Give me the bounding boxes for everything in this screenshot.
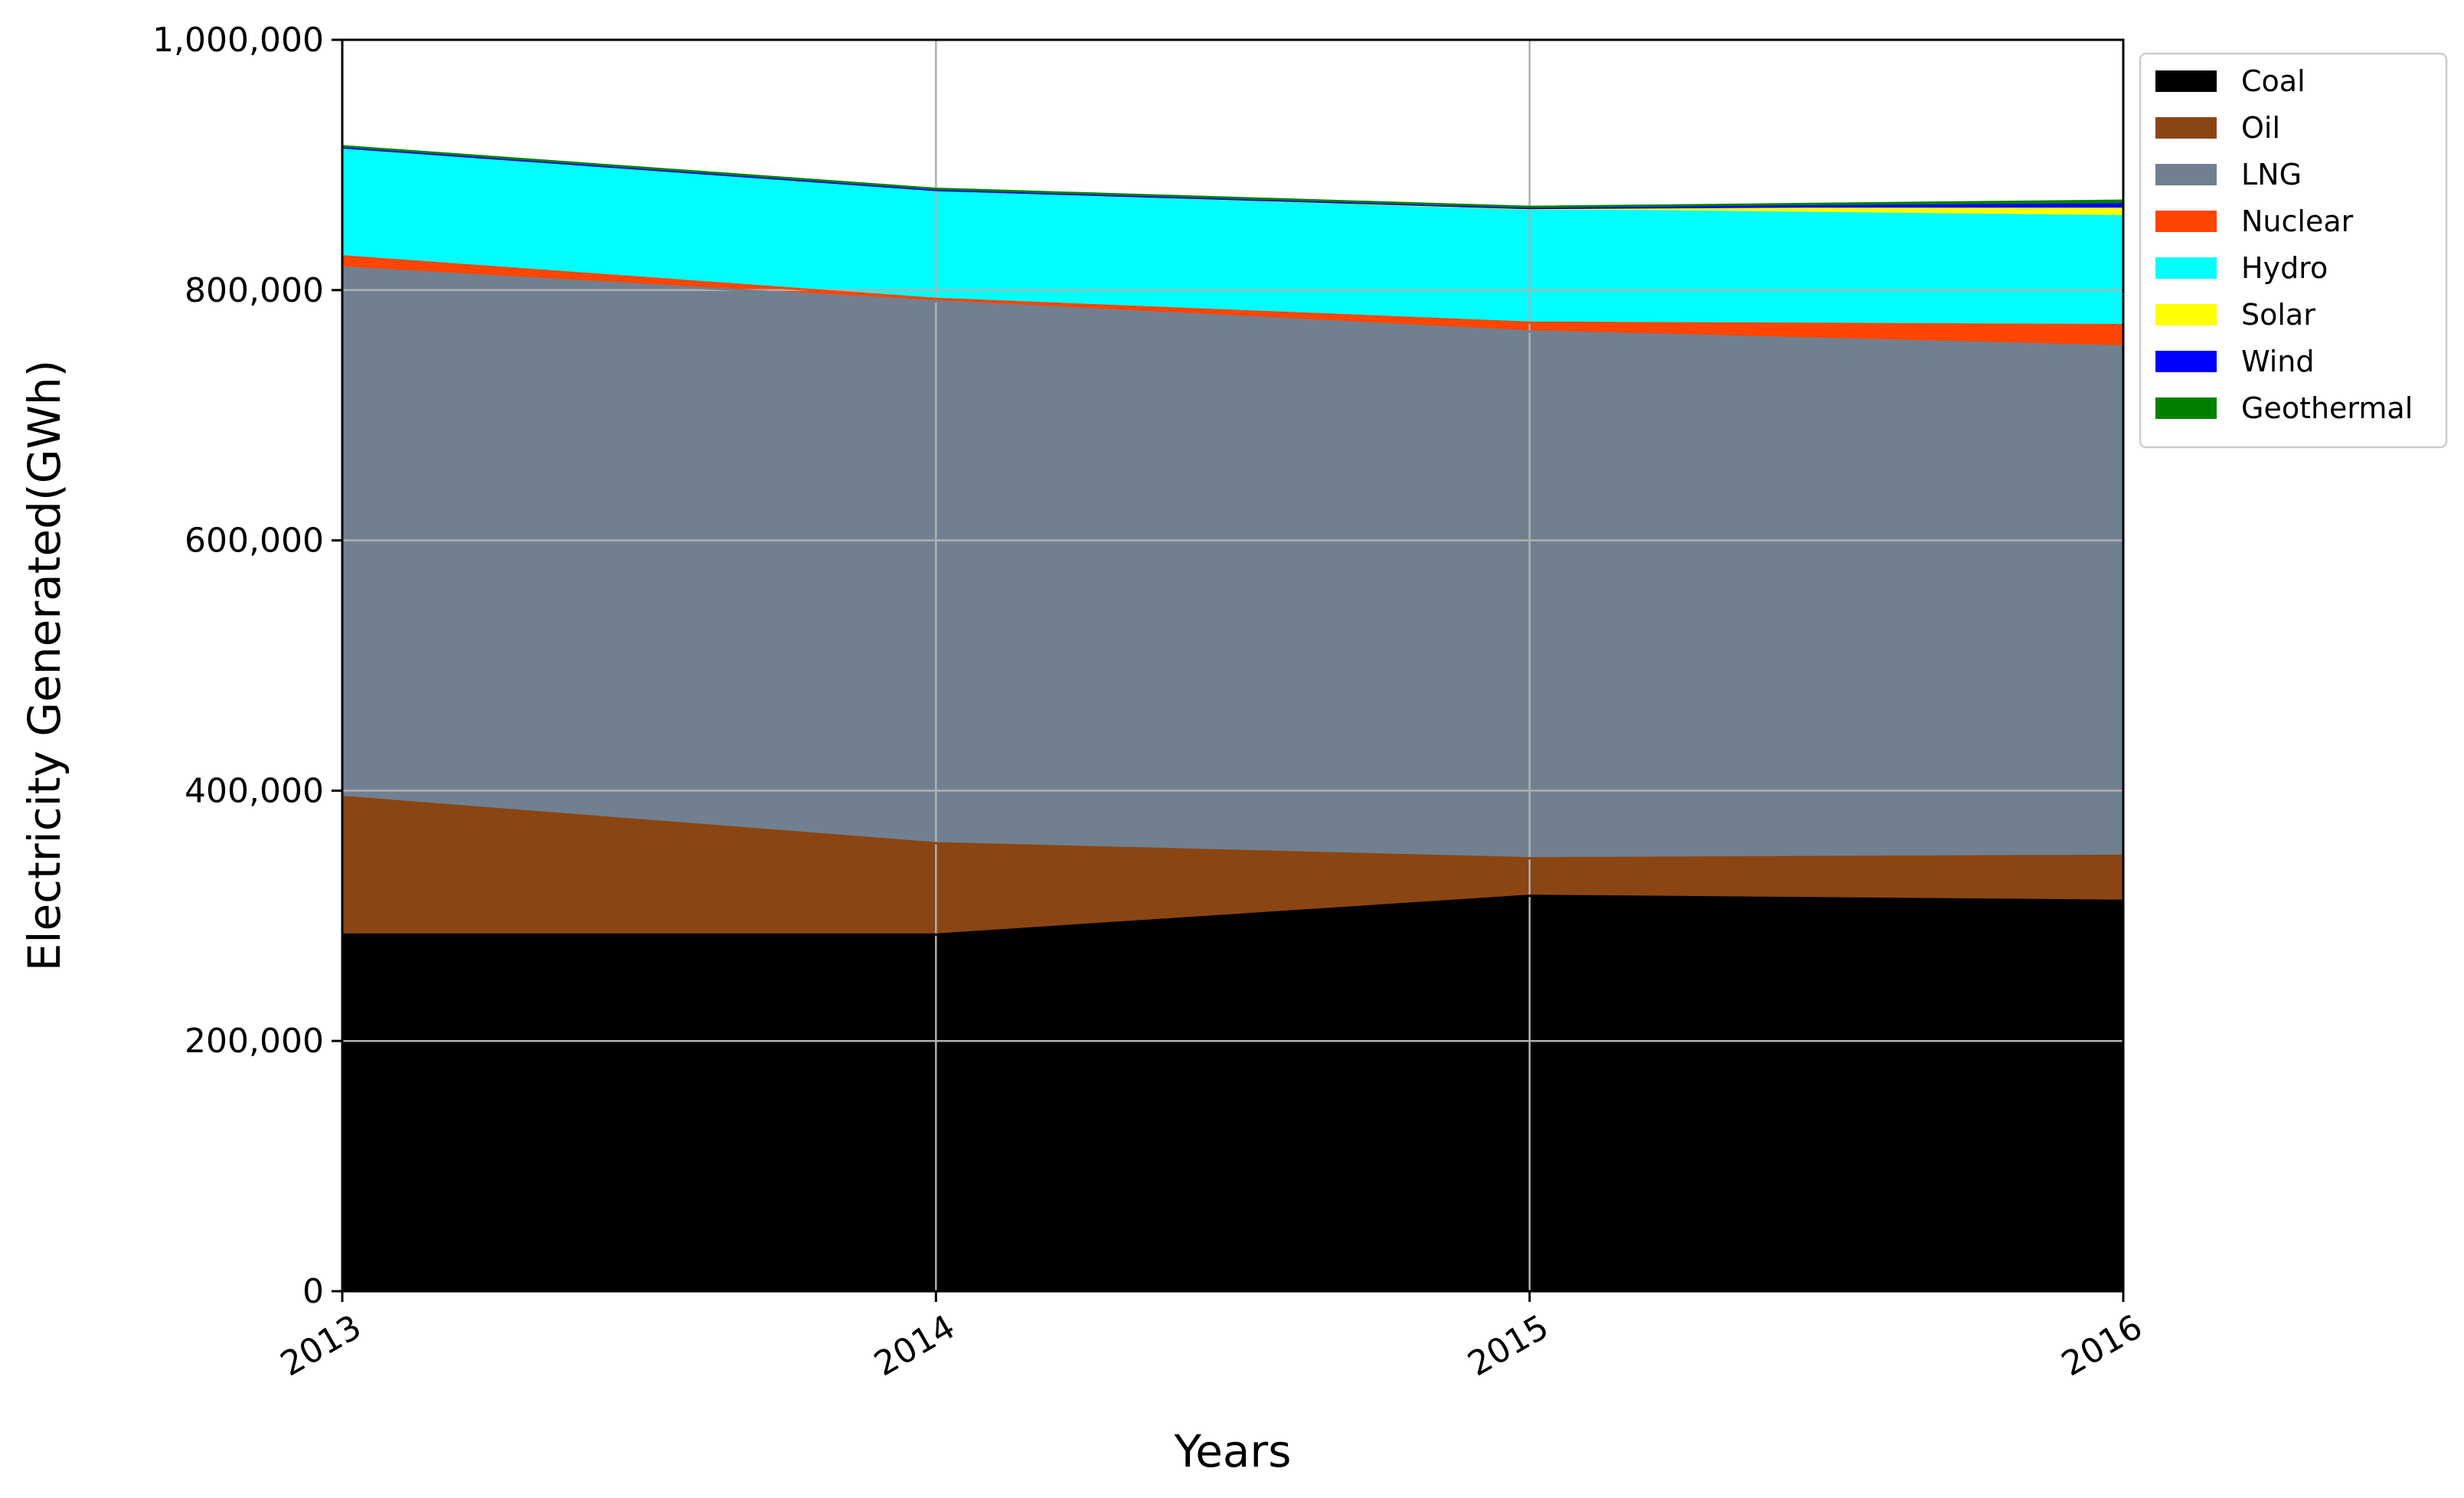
legend-swatch-nuclear [2155, 211, 2217, 232]
legend: Coal Oil LNG Nuclear Hydro Solar Wind Geotherma… [2139, 52, 2448, 449]
area-edge-oil [341, 796, 2124, 860]
legend-label-lng: LNG [2241, 158, 2302, 191]
area-coal [342, 895, 2123, 1291]
x-tick-label: 2016 [2055, 1307, 2149, 1384]
y-tick-label: 200,000 [185, 1022, 324, 1061]
legend-box [2139, 52, 2448, 449]
y-tick-label: 400,000 [185, 771, 324, 810]
area-edge-coal [342, 895, 2124, 936]
legend-swatch-lng [2155, 164, 2217, 185]
legend-label-coal: Coal [2241, 64, 2306, 98]
x-tick-label: 2015 [1462, 1307, 1555, 1384]
legend-label-solar: Solar [2241, 298, 2315, 332]
y-tick-label: 1,000,000 [152, 21, 324, 60]
area-edge-nuclear [341, 255, 2124, 327]
series-boundary-lines [341, 145, 2124, 936]
x-axis-ticks: 2013 2014 2015 2016 [274, 1291, 2149, 1384]
area-hydro [342, 147, 2123, 325]
y-axis-label: Electricity Generated(GWh) [18, 360, 70, 972]
x-tick-label: 2014 [868, 1307, 961, 1384]
x-axis-label: Years [1173, 1425, 1291, 1477]
legend-label-nuclear: Nuclear [2241, 204, 2354, 238]
y-tick-label: 800,000 [185, 271, 324, 310]
legend-label-hydro: Hydro [2241, 251, 2328, 285]
area-edge-wind [341, 146, 2124, 210]
legend-swatch-solar [2155, 304, 2217, 325]
legend-label-oil: Oil [2241, 111, 2280, 145]
area-lng [342, 267, 2123, 859]
y-axis-ticks: 0 200,000 400,000 600,000 800,000 1,000,000 [152, 21, 342, 1311]
x-tick-label: 2013 [274, 1307, 368, 1384]
area-oil [342, 796, 2123, 935]
legend-swatch-wind [2155, 351, 2217, 372]
area-edge-lng [341, 266, 2124, 348]
legend-swatch-coal [2155, 70, 2217, 92]
y-tick-label: 0 [302, 1272, 324, 1311]
plot-area-frame [341, 38, 2125, 1293]
area-series-group [342, 146, 2123, 1291]
area-edge-geothermal [341, 145, 2124, 208]
legend-swatch-oil [2155, 117, 2217, 139]
legend-swatch-hydro [2155, 257, 2217, 279]
legend-swatch-geothermal [2155, 397, 2217, 419]
y-tick-label: 600,000 [185, 522, 324, 561]
legend-label-wind: Wind [2241, 345, 2315, 378]
legend-label-geothermal: Geothermal [2241, 391, 2413, 425]
